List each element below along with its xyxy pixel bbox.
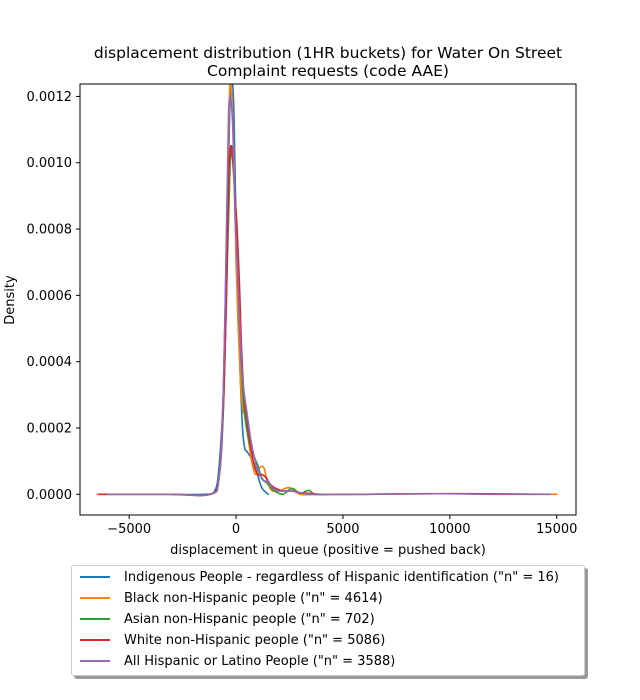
series-line-0 xyxy=(168,84,269,496)
legend-item-white: White non-Hispanic people ("n" = 5086) xyxy=(72,630,385,650)
legend-label: Black non-Hispanic people ("n" = 4614) xyxy=(124,590,383,606)
series-line-4 xyxy=(106,96,552,497)
series-line-2 xyxy=(171,145,355,497)
chart-title-line-2: Complaint requests (code AAE) xyxy=(207,62,449,80)
x-tick-label: 5000 xyxy=(326,522,359,537)
y-tick-label: 0.0006 xyxy=(27,289,73,304)
y-tick-label: 0.0000 xyxy=(27,488,73,503)
series-line-1 xyxy=(96,84,558,497)
y-tick-label: 0.0012 xyxy=(27,90,73,105)
legend: Indigenous People - regardless of Hispan… xyxy=(71,565,585,676)
legend-swatch xyxy=(80,660,110,662)
x-tick-label: 15000 xyxy=(536,522,577,537)
y-axis-label: Density xyxy=(3,275,18,325)
chart-title-line-1: displacement distribution (1HR buckets) … xyxy=(94,44,562,62)
y-tick-label: 0.0004 xyxy=(27,355,73,370)
y-tick-label: 0.0002 xyxy=(27,421,73,436)
legend-item-hispanic: All Hispanic or Latino People ("n" = 358… xyxy=(72,651,395,671)
y-tick-label: 0.0010 xyxy=(27,156,73,171)
x-tick-label: 10000 xyxy=(429,522,470,537)
y-tick-label: 0.0008 xyxy=(27,223,73,238)
legend-label: All Hispanic or Latino People ("n" = 358… xyxy=(124,653,396,669)
legend-label: Indigenous People - regardless of Hispan… xyxy=(124,569,559,585)
series-line-3 xyxy=(98,144,537,497)
plot-area-frame xyxy=(79,83,577,516)
legend-swatch xyxy=(80,618,110,620)
series-layer xyxy=(96,84,558,497)
legend-item-asian: Asian non-Hispanic people ("n" = 702) xyxy=(72,609,375,629)
legend-label: White non-Hispanic people ("n" = 5086) xyxy=(124,632,386,648)
x-tick-label: −5000 xyxy=(107,522,151,537)
legend-item-black: Black non-Hispanic people ("n" = 4614) xyxy=(72,588,383,608)
legend-item-indigenous: Indigenous People - regardless of Hispan… xyxy=(72,567,559,587)
x-tick-label: 0 xyxy=(232,522,240,537)
legend-label: Asian non-Hispanic people ("n" = 702) xyxy=(124,611,375,627)
x-axis-label: displacement in queue (positive = pushed… xyxy=(170,543,486,558)
tick-layer: −5000 0 5000 10000 15000 0.0000 0.0002 0.0004 0.… xyxy=(27,90,578,537)
legend-swatch xyxy=(80,639,110,641)
legend-swatch xyxy=(80,576,110,578)
legend-swatch xyxy=(80,597,110,599)
